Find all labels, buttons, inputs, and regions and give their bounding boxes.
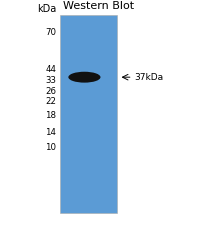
- Text: 33: 33: [45, 76, 56, 85]
- Text: Western Blot: Western Blot: [63, 1, 133, 11]
- Text: 10: 10: [45, 143, 56, 152]
- Text: 22: 22: [45, 96, 56, 106]
- Text: 70: 70: [45, 28, 56, 37]
- Ellipse shape: [68, 72, 100, 83]
- Text: kDa: kDa: [37, 4, 56, 14]
- Bar: [60, 15, 116, 213]
- Text: 44: 44: [45, 65, 56, 74]
- Text: 26: 26: [45, 87, 56, 96]
- Text: 14: 14: [45, 128, 56, 137]
- Text: 37kDa: 37kDa: [134, 73, 163, 82]
- Text: 18: 18: [45, 111, 56, 120]
